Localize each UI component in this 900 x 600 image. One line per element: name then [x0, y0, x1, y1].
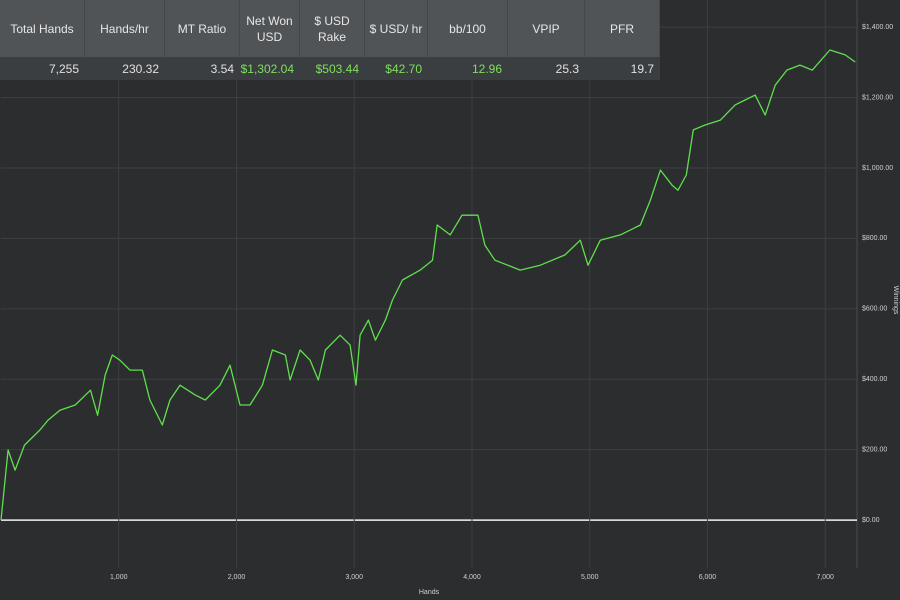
column-header: Total Hands	[0, 0, 85, 57]
x-tick-label: 5,000	[581, 574, 599, 581]
column-header: $ USD Rake	[300, 0, 365, 57]
stat-value: $1,302.04	[240, 57, 300, 80]
stat-value: 19.7	[585, 57, 660, 80]
column-header: bb/100	[428, 0, 508, 57]
stat-value: 7,255	[0, 57, 85, 80]
y-tick-label: $1,200.00	[862, 94, 893, 101]
y-axis-label: Winnings	[892, 286, 899, 315]
stat-value: 230.32	[85, 57, 165, 80]
y-tick-label: $1,400.00	[862, 24, 893, 31]
x-tick-label: 4,000	[463, 574, 481, 581]
stats-table: Total Hands Hands/hr MT Ratio Net Won USD $ …	[0, 0, 660, 80]
x-tick-label: 6,000	[699, 574, 717, 581]
x-axis-label: Hands	[419, 589, 440, 596]
y-tick-label: $0.00	[862, 517, 880, 524]
y-tick-label: $400.00	[862, 376, 887, 383]
column-header: PFR	[585, 0, 660, 57]
stat-value: $42.70	[365, 57, 428, 80]
y-tick-label: $1,000.00	[862, 165, 893, 172]
column-header: Hands/hr	[85, 0, 165, 57]
stat-value: 12.96	[428, 57, 508, 80]
x-tick-label: 2,000	[228, 574, 246, 581]
winnings-line	[0, 49, 856, 521]
x-tick-label: 3,000	[345, 574, 363, 581]
x-tick-label: 1,000	[110, 574, 128, 581]
stat-value: 3.54	[165, 57, 240, 80]
stat-value: $503.44	[300, 57, 365, 80]
x-tick-label: 7,000	[816, 574, 834, 581]
y-tick-label: $800.00	[862, 235, 887, 242]
y-tick-label: $200.00	[862, 447, 887, 454]
stat-value: 25.3	[508, 57, 585, 80]
y-tick-label: $600.00	[862, 306, 887, 313]
column-header: Net Won USD	[240, 0, 300, 57]
column-header: $ USD/ hr	[365, 0, 428, 57]
column-header: VPIP	[508, 0, 585, 57]
column-header: MT Ratio	[165, 0, 240, 57]
